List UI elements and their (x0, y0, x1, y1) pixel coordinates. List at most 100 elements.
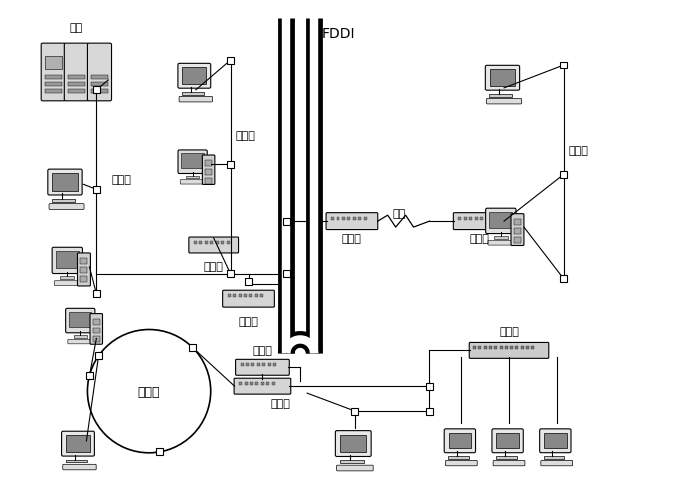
Bar (95, 353, 102, 360)
FancyBboxPatch shape (511, 214, 524, 246)
Bar (93, 291, 100, 298)
FancyBboxPatch shape (336, 465, 373, 471)
Bar (473, 346, 477, 350)
FancyBboxPatch shape (49, 204, 84, 210)
Text: 集线器: 集线器 (499, 327, 519, 337)
FancyBboxPatch shape (469, 343, 549, 359)
FancyBboxPatch shape (326, 213, 377, 230)
Bar (543, 456, 564, 459)
Bar (351, 408, 359, 415)
Bar (93, 87, 100, 94)
Text: 以太网: 以太网 (111, 175, 131, 185)
Text: 令牌环: 令牌环 (137, 385, 160, 398)
FancyBboxPatch shape (63, 465, 96, 470)
Bar (458, 217, 461, 220)
Bar (274, 364, 276, 366)
Bar (342, 217, 345, 220)
Bar (93, 319, 100, 325)
Bar (479, 346, 481, 350)
Bar (44, 57, 62, 70)
Bar (516, 346, 518, 350)
FancyBboxPatch shape (336, 431, 371, 457)
Bar (80, 276, 88, 282)
Bar (560, 276, 568, 283)
FancyBboxPatch shape (454, 213, 505, 230)
Bar (244, 295, 247, 298)
Bar (44, 76, 62, 80)
FancyBboxPatch shape (88, 44, 111, 102)
Bar (260, 295, 264, 298)
Bar (182, 93, 204, 95)
Bar (426, 383, 433, 390)
Bar (520, 346, 524, 350)
Bar (93, 186, 100, 193)
Bar (233, 295, 236, 298)
Bar (69, 312, 92, 327)
FancyBboxPatch shape (236, 360, 289, 375)
FancyBboxPatch shape (202, 156, 215, 185)
Bar (93, 328, 100, 334)
Bar (189, 345, 196, 351)
Bar (496, 433, 519, 448)
Bar (221, 242, 224, 244)
FancyBboxPatch shape (90, 314, 102, 345)
Bar (257, 364, 260, 366)
FancyBboxPatch shape (541, 461, 573, 466)
Bar (489, 346, 492, 350)
Text: 路由器: 路由器 (342, 234, 362, 244)
Bar (226, 242, 230, 244)
Bar (469, 217, 472, 220)
Bar (283, 218, 290, 225)
Bar (91, 76, 108, 80)
Text: 路由器: 路由器 (270, 398, 290, 408)
FancyBboxPatch shape (78, 253, 90, 286)
Bar (268, 364, 271, 366)
Bar (448, 433, 471, 448)
FancyBboxPatch shape (493, 461, 525, 466)
FancyBboxPatch shape (234, 379, 290, 394)
Bar (255, 295, 258, 298)
Bar (336, 217, 340, 220)
FancyBboxPatch shape (55, 281, 80, 286)
Bar (353, 217, 356, 220)
Bar (68, 76, 85, 80)
Bar (249, 295, 253, 298)
Bar (496, 456, 516, 459)
Bar (210, 242, 213, 244)
Bar (251, 364, 255, 366)
FancyBboxPatch shape (68, 340, 93, 344)
Bar (448, 456, 469, 459)
Bar (489, 212, 512, 228)
Bar (486, 217, 489, 220)
FancyBboxPatch shape (178, 64, 211, 89)
Bar (86, 372, 93, 379)
Bar (560, 172, 568, 179)
Bar (514, 237, 521, 243)
Bar (262, 364, 266, 366)
Bar (194, 242, 197, 244)
Bar (245, 279, 252, 285)
Bar (61, 277, 74, 279)
Bar (246, 364, 249, 366)
Bar (480, 217, 483, 220)
Bar (216, 242, 218, 244)
FancyBboxPatch shape (488, 241, 514, 245)
Bar (494, 346, 497, 350)
Bar (44, 89, 62, 93)
FancyBboxPatch shape (179, 97, 212, 102)
Bar (66, 435, 90, 452)
Text: 路由器: 路由器 (239, 316, 258, 326)
Bar (526, 346, 529, 350)
Bar (514, 228, 521, 234)
Bar (206, 169, 212, 176)
Bar (239, 295, 241, 298)
FancyBboxPatch shape (446, 461, 477, 466)
FancyBboxPatch shape (487, 99, 522, 105)
Bar (340, 435, 367, 452)
Bar (65, 460, 88, 463)
Text: 以太网: 以太网 (236, 130, 255, 141)
Bar (464, 217, 467, 220)
Bar (80, 258, 88, 264)
Bar (200, 242, 202, 244)
FancyBboxPatch shape (540, 429, 571, 453)
